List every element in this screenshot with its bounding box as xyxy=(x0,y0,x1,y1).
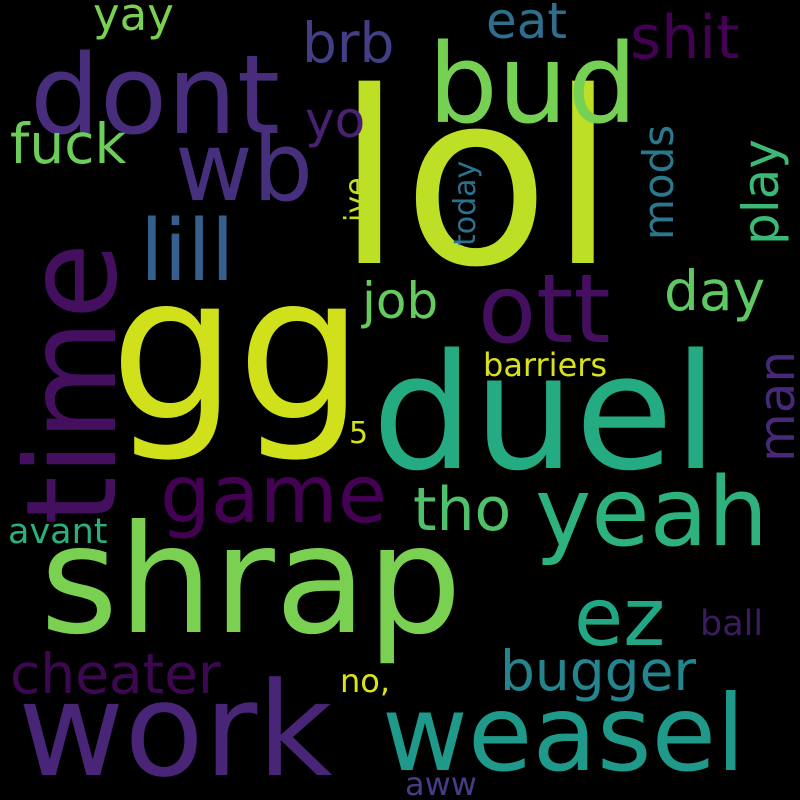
word-duel: duel xyxy=(372,319,718,506)
word-5: 5 xyxy=(349,416,368,451)
word-cheater: cheater xyxy=(10,642,221,706)
word-shit: shit xyxy=(630,3,739,73)
word-weasel: weasel xyxy=(382,673,745,795)
word-yo: yo xyxy=(305,91,365,149)
word-ive: ive xyxy=(339,177,374,222)
word-game: game xyxy=(160,448,387,541)
word-tho: tho xyxy=(413,475,511,545)
word-wb: wb xyxy=(175,113,313,223)
word-ott: ott xyxy=(478,255,611,365)
word-job: job xyxy=(361,272,438,330)
word-brb: brb xyxy=(302,11,394,75)
word-eat: eat xyxy=(486,0,567,50)
word-mods: mods xyxy=(634,125,683,240)
word-yay: yay xyxy=(93,0,174,41)
word-day: day xyxy=(664,259,765,323)
word-no: no, xyxy=(340,662,390,700)
word-bud: bud xyxy=(428,20,637,148)
word-bugger: bugger xyxy=(500,639,696,703)
word-work: work xyxy=(18,654,333,800)
word-lol: lol xyxy=(336,40,616,320)
word-gg: gg xyxy=(110,233,364,466)
word-lill: lill xyxy=(140,202,234,301)
word-play: play xyxy=(732,139,790,245)
word-ball: ball xyxy=(700,604,763,644)
word-time: time xyxy=(0,243,145,525)
word-aww: aww xyxy=(405,765,477,800)
word-barriers: barriers xyxy=(483,346,607,384)
word-shrap: shrap xyxy=(40,494,462,668)
word-today: today xyxy=(448,161,483,246)
word-fuck: fuck xyxy=(10,112,126,176)
word-man: man xyxy=(748,351,800,462)
word-avant: avant xyxy=(8,512,108,552)
word-dont: dont xyxy=(30,31,280,159)
word-ez: ez xyxy=(574,571,665,664)
word-yeah: yeah xyxy=(535,458,768,568)
